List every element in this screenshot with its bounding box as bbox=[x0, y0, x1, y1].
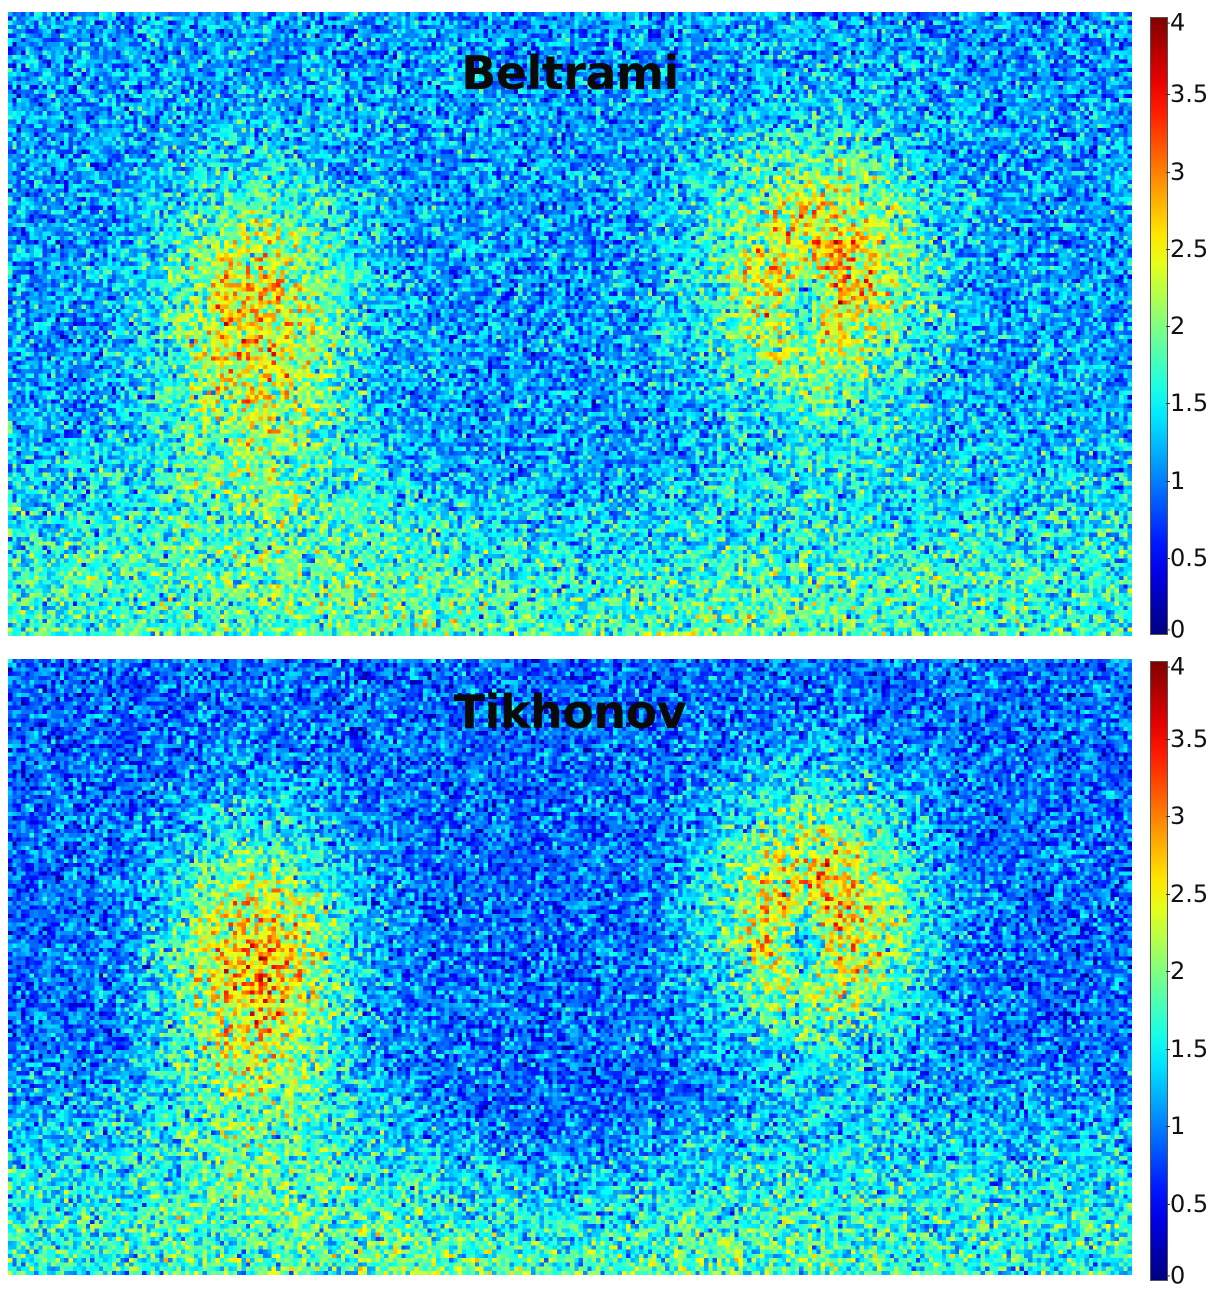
colorbar-tick-label: 0 bbox=[1165, 615, 1186, 644]
heatmap-canvas-tikhonov bbox=[8, 659, 1132, 1275]
colorbar-tick-label: 2.5 bbox=[1165, 879, 1209, 908]
colorbar-tick-label: 4 bbox=[1165, 652, 1186, 681]
colorbar-tick-label: 3 bbox=[1165, 802, 1186, 830]
colorbar-tick-label: 0 bbox=[1165, 1261, 1186, 1289]
colorbar-ticks-tikhonov: 0 0.5 1 1.5 2 2.5 3 3.5 4 bbox=[1165, 653, 1231, 1289]
colorbar-tick-label: 1.5 bbox=[1165, 1034, 1209, 1063]
colorbar-tick-label: 1 bbox=[1165, 466, 1186, 495]
colorbar-tick-label: 3.5 bbox=[1165, 80, 1209, 109]
panel-title-beltrami: Beltrami bbox=[461, 46, 679, 100]
colorbar-tick-label: 4 bbox=[1165, 8, 1186, 37]
colorbar-tick-label: 3 bbox=[1165, 157, 1186, 186]
panel-title-tikhonov: Tikhonov bbox=[453, 685, 687, 739]
heatmap-tikhonov: Tikhonov bbox=[8, 659, 1132, 1275]
colorbar-tick-label: 2.5 bbox=[1165, 234, 1209, 263]
colorbar-tick-label: 2 bbox=[1165, 312, 1186, 340]
colorbar-tick-label: 1 bbox=[1165, 1112, 1186, 1140]
colorbar-tick-label: 0.5 bbox=[1165, 1189, 1209, 1218]
panel-beltrami: Beltrami 0 0.5 1 1.5 2 2.5 3 3.5 4 bbox=[0, 0, 1231, 643]
heatmap-beltrami: Beltrami bbox=[8, 12, 1132, 636]
colorbar-ticks-beltrami: 0 0.5 1 1.5 2 2.5 3 3.5 4 bbox=[1165, 9, 1231, 643]
colorbar-tick-label: 1.5 bbox=[1165, 389, 1209, 418]
colorbar-tick-label: 0.5 bbox=[1165, 543, 1209, 572]
colorbar-tick-label: 3.5 bbox=[1165, 724, 1209, 753]
colorbar-tick-label: 2 bbox=[1165, 957, 1186, 985]
heatmap-canvas-beltrami bbox=[8, 12, 1132, 636]
panel-tikhonov: Tikhonov 0 0.5 1 1.5 2 2.5 3 3.5 4 bbox=[0, 653, 1231, 1289]
